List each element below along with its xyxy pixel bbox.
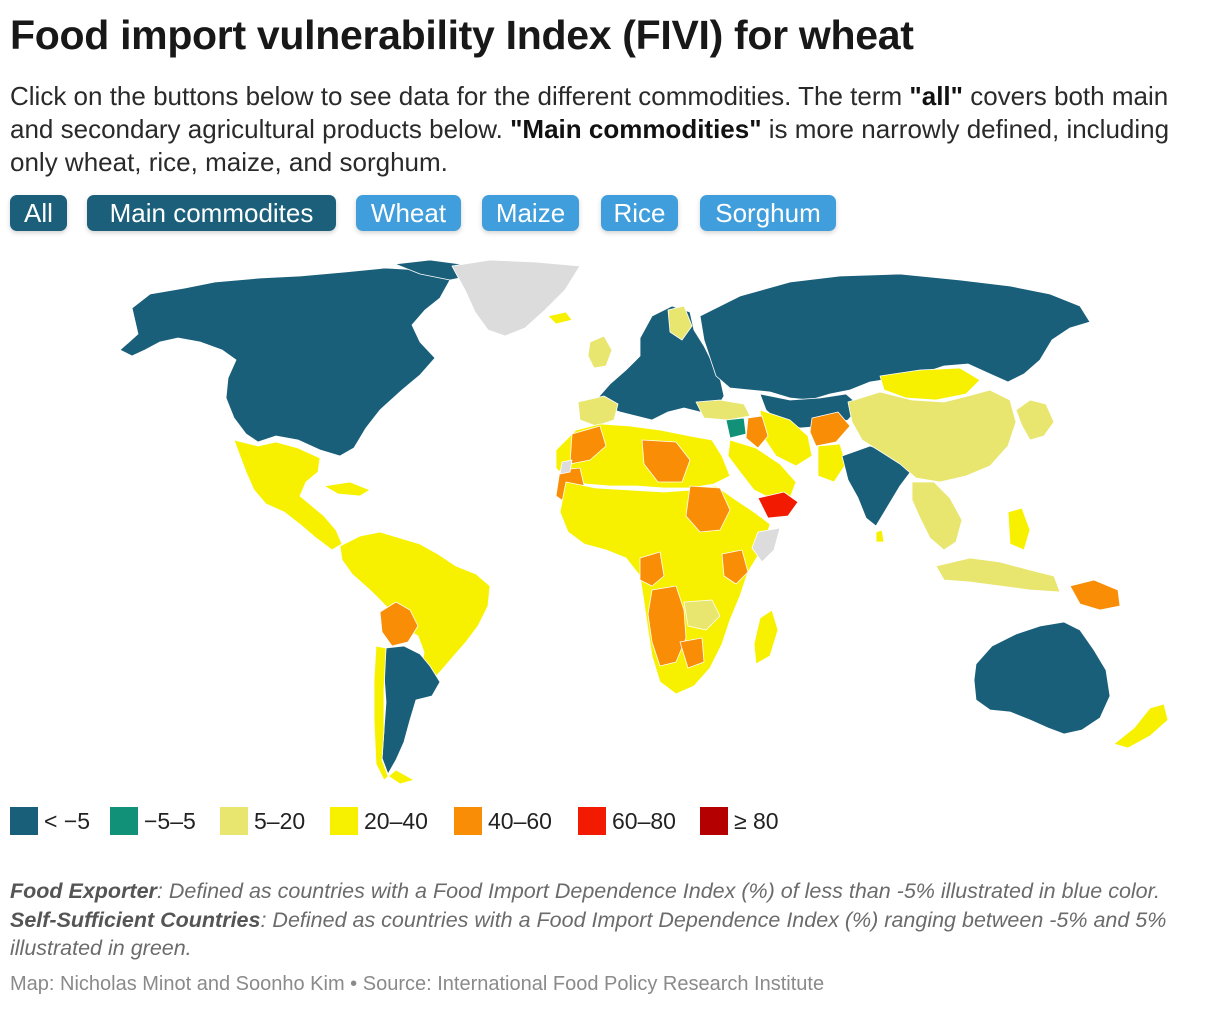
- region-zambia[interactable]: [683, 599, 721, 631]
- region-southeast-asia[interactable]: [911, 481, 963, 551]
- wheat-button[interactable]: Wheat: [356, 195, 461, 231]
- world-map: [119, 259, 1169, 785]
- legend-label: 5–20: [254, 807, 306, 834]
- legend-item: 20–40: [330, 806, 428, 836]
- description-term-main: "Main commodities": [510, 114, 762, 144]
- region-yemen[interactable]: [757, 491, 799, 519]
- region-finland[interactable]: [667, 305, 693, 341]
- region-iberia[interactable]: [577, 395, 619, 427]
- description-part-3: is more narrowly defined, including only…: [10, 114, 1170, 177]
- source-credit: Map: Nicholas Minot and Soonho Kim • Sou…: [10, 973, 825, 995]
- all-button[interactable]: All: [10, 195, 67, 231]
- legend-label: ≥ 80: [734, 807, 779, 834]
- region-caribbean[interactable]: [323, 481, 371, 497]
- region-chile[interactable]: [373, 645, 415, 785]
- description-term-all: "all": [909, 81, 963, 111]
- legend-swatch: [10, 807, 38, 835]
- legend-item: 5–20: [220, 806, 305, 836]
- legend-label: 60–80: [612, 807, 676, 834]
- main-commodities-button[interactable]: Main commodites: [87, 195, 336, 231]
- region-new-zealand[interactable]: [1113, 703, 1169, 749]
- region-libya[interactable]: [641, 439, 691, 483]
- region-korea-japan[interactable]: [1015, 399, 1055, 441]
- legend-item: 40–60: [454, 806, 552, 836]
- legend-item: 60–80: [578, 806, 676, 836]
- region-central-africa-orange[interactable]: [639, 551, 665, 587]
- region-western-sahara: [559, 459, 573, 475]
- legend-swatch: [110, 807, 138, 835]
- legend-label: 20–40: [364, 807, 428, 834]
- region-sudan[interactable]: [685, 485, 731, 533]
- note-text-exporter: : Defined as countries with a Food Impor…: [156, 879, 1160, 903]
- description-part-1: Click on the buttons below to see data f…: [10, 81, 910, 111]
- region-bolivia[interactable]: [379, 601, 419, 647]
- region-russia[interactable]: [699, 273, 1091, 401]
- rice-button[interactable]: Rice: [601, 195, 678, 231]
- region-south-america-north[interactable]: [339, 531, 491, 683]
- region-australia[interactable]: [973, 621, 1111, 735]
- region-somalia: [751, 527, 781, 563]
- region-madagascar[interactable]: [753, 609, 779, 665]
- definitions-note: Food Exporter: Defined as countries with…: [10, 877, 1210, 963]
- legend-item: −5–5: [110, 806, 196, 836]
- region-zimbabwe-botswana[interactable]: [679, 637, 705, 669]
- legend-item: < −5: [10, 806, 90, 836]
- region-china[interactable]: [847, 389, 1017, 483]
- region-philippines[interactable]: [1007, 507, 1031, 551]
- legend-swatch: [330, 807, 358, 835]
- note-term-self-sufficient: Self-Sufficient Countries: [10, 907, 261, 932]
- region-papua-new-guinea[interactable]: [1069, 579, 1121, 611]
- region-afghanistan[interactable]: [809, 411, 851, 447]
- region-uk[interactable]: [587, 335, 613, 369]
- region-mongolia[interactable]: [879, 367, 981, 401]
- legend-swatch: [578, 807, 606, 835]
- region-pakistan[interactable]: [817, 443, 847, 483]
- region-iceland[interactable]: [547, 311, 573, 325]
- region-indonesia[interactable]: [935, 557, 1061, 593]
- region-argentina-uruguay[interactable]: [381, 645, 441, 775]
- note-text-self-sufficient: : Defined as countries with a Food Impor…: [10, 907, 1167, 961]
- legend-label: < −5: [44, 807, 91, 834]
- region-iran[interactable]: [759, 409, 813, 467]
- region-sri-lanka[interactable]: [875, 529, 885, 543]
- region-morocco-algeria[interactable]: [569, 425, 607, 465]
- legend-label: −5–5: [144, 807, 196, 834]
- legend-label: 40–60: [488, 807, 552, 834]
- description: Click on the buttons below to see data f…: [10, 80, 1210, 179]
- description-part-2: covers both main and secondary agricultu…: [10, 81, 1169, 144]
- region-turkey[interactable]: [695, 399, 751, 421]
- legend-swatch: [454, 807, 482, 835]
- region-angola-namibia[interactable]: [647, 585, 687, 667]
- region-north-america[interactable]: [119, 267, 451, 457]
- sorghum-button[interactable]: Sorghum: [700, 195, 836, 231]
- chart-title: Food import vulnerability Index (FIVI) f…: [10, 12, 914, 58]
- region-iraq[interactable]: [745, 415, 769, 449]
- legend-swatch: [220, 807, 248, 835]
- region-syria[interactable]: [725, 417, 747, 439]
- maize-button[interactable]: Maize: [482, 195, 579, 231]
- region-greenland: [451, 259, 581, 337]
- note-term-exporter: Food Exporter: [10, 879, 157, 903]
- region-mexico-central-america[interactable]: [233, 439, 343, 551]
- legend-swatch: [700, 807, 728, 835]
- legend-item: ≥ 80: [700, 806, 779, 836]
- region-kenya[interactable]: [721, 549, 749, 585]
